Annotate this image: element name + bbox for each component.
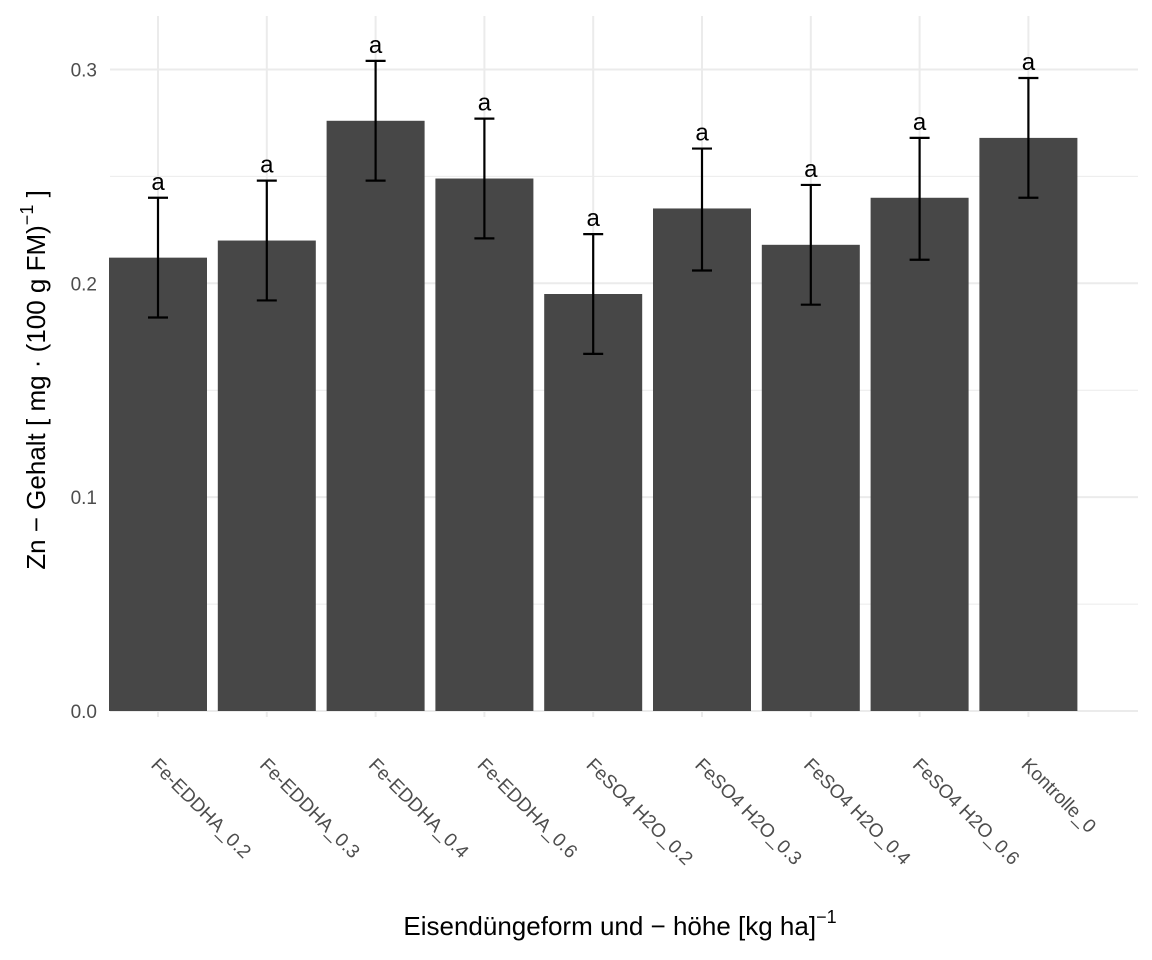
bar xyxy=(109,257,207,711)
x-tick-label: FeSO4 H2O_0.3 xyxy=(690,755,805,870)
error-bar xyxy=(909,136,930,261)
x-tick-label: FeSO4 H2O_0.6 xyxy=(908,755,1023,870)
significance-label: a xyxy=(478,90,492,117)
significance-label: a xyxy=(369,32,383,59)
significance-labels: a a a a a a a a a xyxy=(151,32,1035,232)
significance-label: a xyxy=(804,156,818,183)
y-tick-label: 0.2 xyxy=(71,274,97,295)
bar xyxy=(761,244,860,712)
bar xyxy=(979,137,1078,711)
significance-label: a xyxy=(695,120,709,147)
significance-label: a xyxy=(260,152,274,179)
bar xyxy=(217,240,316,712)
x-tick-label: Fe-EDDHA_0.2 xyxy=(146,755,254,863)
x-tick-label: Fe-EDDHA_0.6 xyxy=(473,755,581,863)
error-bar xyxy=(148,196,168,319)
significance-label: a xyxy=(1022,49,1036,76)
error-bars xyxy=(148,59,1039,355)
error-bar xyxy=(365,59,386,182)
significance-label: a xyxy=(151,169,165,196)
y-axis-ticks: 0.0 0.1 0.2 0.3 xyxy=(71,60,97,723)
error-bar xyxy=(800,183,821,306)
bar xyxy=(870,197,969,711)
x-tick-label: FeSO4 H2O_0.2 xyxy=(582,755,697,870)
x-tick-label: Fe-EDDHA_0.4 xyxy=(364,755,472,863)
x-tick-label: Kontrolle_0 xyxy=(1017,755,1100,838)
x-axis-title: Eisendüngeform und − höhe [kg ha]−1 xyxy=(403,907,836,941)
error-bar xyxy=(256,179,277,302)
bar xyxy=(326,120,425,712)
x-tick-label: Fe-EDDHA_0.3 xyxy=(255,755,363,863)
y-tick-label: 0.0 xyxy=(71,702,97,723)
bars xyxy=(109,120,1078,712)
bar xyxy=(544,294,643,711)
significance-label: a xyxy=(587,205,601,232)
error-bar xyxy=(474,117,495,240)
significance-label: a xyxy=(913,109,927,136)
error-bar xyxy=(1018,76,1039,199)
error-bar xyxy=(583,233,604,355)
error-bar xyxy=(692,147,712,272)
y-tick-label: 0.3 xyxy=(71,60,97,81)
x-axis-ticks: Fe-EDDHA_0.2 Fe-EDDHA_0.3 Fe-EDDHA_0.4 Fe-E… xyxy=(146,755,1099,870)
bar xyxy=(653,208,751,711)
y-axis-title: Zn − Gehalt [ mg · (100 g FM)−1 ] xyxy=(17,190,51,570)
bar xyxy=(435,178,534,711)
y-tick-label: 0.1 xyxy=(71,488,97,509)
x-tick-label: FeSO4 H2O_0.4 xyxy=(799,755,914,870)
